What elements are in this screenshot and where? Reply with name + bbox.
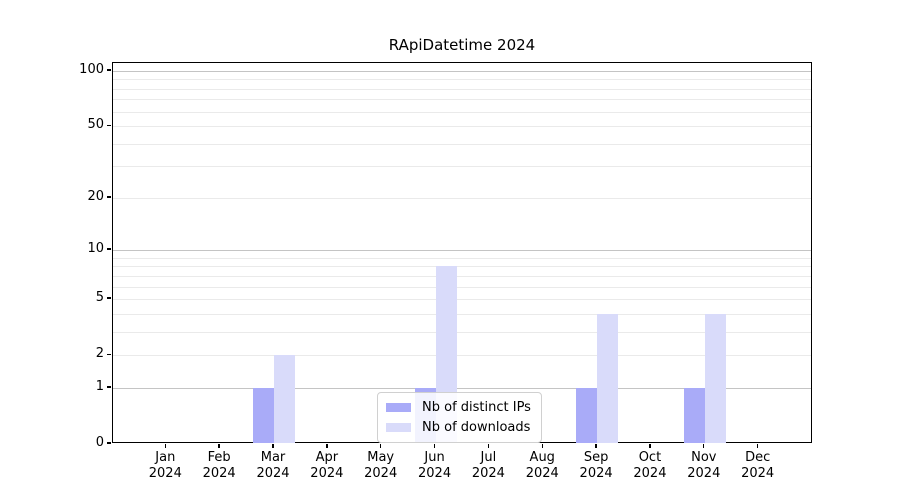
x-tick-label: Jun 2024 — [405, 450, 465, 481]
gridline-major — [113, 250, 811, 252]
gridline-minor — [113, 299, 811, 301]
y-tick-mark — [107, 248, 111, 250]
y-tick-mark — [107, 353, 111, 355]
x-tick-year: 2024 — [202, 465, 236, 481]
x-tick-year: 2024 — [310, 465, 344, 481]
x-tick-mark — [703, 444, 705, 448]
gridline-minor — [113, 197, 811, 199]
x-tick-label: Mar 2024 — [243, 450, 303, 481]
gridline-minor — [113, 313, 811, 315]
bar-downloads — [704, 313, 726, 443]
x-tick-year: 2024 — [633, 465, 667, 481]
x-tick-mark — [541, 444, 543, 448]
x-tick-year: 2024 — [579, 465, 613, 481]
gridline-minor — [113, 331, 811, 333]
x-tick-label: Feb 2024 — [189, 450, 249, 481]
gridline-minor — [113, 266, 811, 268]
x-tick-label: Jan 2024 — [135, 450, 195, 481]
x-tick-mark — [164, 444, 166, 448]
y-tick-label: 1 — [95, 378, 104, 394]
x-tick-label: Aug 2024 — [512, 450, 572, 481]
x-tick-mark — [380, 444, 382, 448]
bar-distinct-ips — [253, 387, 274, 443]
y-tick-mark — [107, 124, 111, 126]
gridline-minor — [113, 79, 811, 81]
gridline-minor — [113, 111, 811, 113]
x-tick-year: 2024 — [471, 465, 505, 481]
x-tick-year: 2024 — [148, 465, 182, 481]
x-tick-label: Dec 2024 — [728, 450, 788, 481]
x-tick-label: Oct 2024 — [620, 450, 680, 481]
y-tick-label: 100 — [79, 62, 104, 77]
y-tick-label: 10 — [87, 241, 104, 257]
gridline-minor — [113, 88, 811, 90]
bar-distinct-ips — [576, 387, 598, 443]
y-tick-mark — [107, 386, 111, 388]
x-tick-mark — [218, 444, 220, 448]
legend: Nb of distinct IPs Nb of downloads — [377, 392, 542, 443]
gridline-minor — [113, 275, 811, 277]
gridline-minor — [113, 286, 811, 288]
gridline-minor — [113, 99, 811, 101]
x-tick-label: Nov 2024 — [674, 450, 734, 481]
x-tick-mark — [649, 444, 651, 448]
gridline-minor — [113, 126, 811, 128]
gridline-major — [113, 387, 811, 389]
x-tick-year: 2024 — [364, 465, 398, 481]
legend-swatch-downloads-icon — [386, 422, 411, 432]
x-tick-mark — [272, 444, 274, 448]
gridline-minor — [113, 257, 811, 259]
x-tick-year: 2024 — [525, 465, 559, 481]
x-tick-mark — [326, 444, 328, 448]
y-tick-label: 50 — [87, 117, 104, 133]
x-tick-year: 2024 — [741, 465, 775, 481]
x-tick-mark — [487, 444, 490, 448]
y-tick-label: 20 — [87, 188, 104, 204]
gridline-minor — [113, 166, 811, 168]
y-tick-label: 2 — [95, 346, 104, 362]
x-tick-label: May 2024 — [351, 450, 411, 481]
x-tick-year: 2024 — [256, 465, 290, 481]
legend-label-downloads: Nb of downloads — [422, 419, 531, 435]
plot-area — [112, 62, 812, 443]
y-tick-label: 0 — [95, 435, 104, 450]
y-tick-mark — [107, 69, 111, 71]
legend-row-distinct-ips: Nb of distinct IPs — [386, 398, 531, 418]
legend-swatch-distinct-ips-icon — [386, 403, 411, 413]
bar-downloads — [274, 355, 295, 443]
y-tick-label: 5 — [95, 290, 104, 306]
x-tick-year: 2024 — [687, 465, 721, 481]
x-tick-mark — [595, 444, 597, 448]
chart-title: RApiDatetime 2024 — [388, 36, 536, 54]
x-tick-mark — [433, 444, 436, 448]
y-tick-mark — [107, 196, 111, 198]
gridline-minor — [113, 143, 811, 145]
gridline-major — [113, 71, 811, 72]
x-tick-label: Sep 2024 — [566, 450, 626, 481]
y-tick-mark — [107, 297, 111, 299]
x-tick-year: 2024 — [418, 465, 452, 481]
legend-row-downloads: Nb of downloads — [386, 418, 531, 438]
y-tick-mark — [107, 442, 111, 444]
legend-label-distinct-ips: Nb of distinct IPs — [422, 400, 531, 416]
x-tick-label: Apr 2024 — [297, 450, 357, 481]
x-tick-label: Jul 2024 — [458, 450, 518, 481]
bar-distinct-ips — [683, 387, 705, 443]
gridline-minor — [113, 355, 811, 357]
x-tick-mark — [756, 444, 759, 448]
bar-downloads — [597, 313, 619, 443]
